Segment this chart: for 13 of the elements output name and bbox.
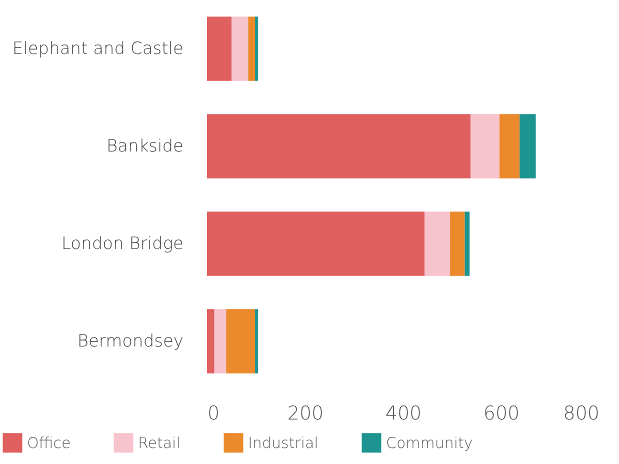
legend-label: Community — [386, 434, 473, 452]
legend-label: Retail — [138, 434, 180, 452]
x-tick-label: 400 — [385, 402, 422, 424]
x-tick-label: 800 — [563, 402, 600, 424]
x-tick-label: 600 — [483, 402, 520, 424]
y-tick-label: London Bridge — [61, 234, 184, 254]
y-tick-label: Bermondsey — [77, 331, 184, 352]
y-tick-label: Bankside — [106, 136, 184, 156]
legend-label: Office — [27, 434, 71, 452]
x-tick-label: 0 — [208, 402, 220, 424]
legend-label: Industrial — [248, 434, 318, 452]
y-tick-label: Elephant and Castle — [12, 38, 184, 59]
x-tick-label: 200 — [287, 402, 324, 424]
